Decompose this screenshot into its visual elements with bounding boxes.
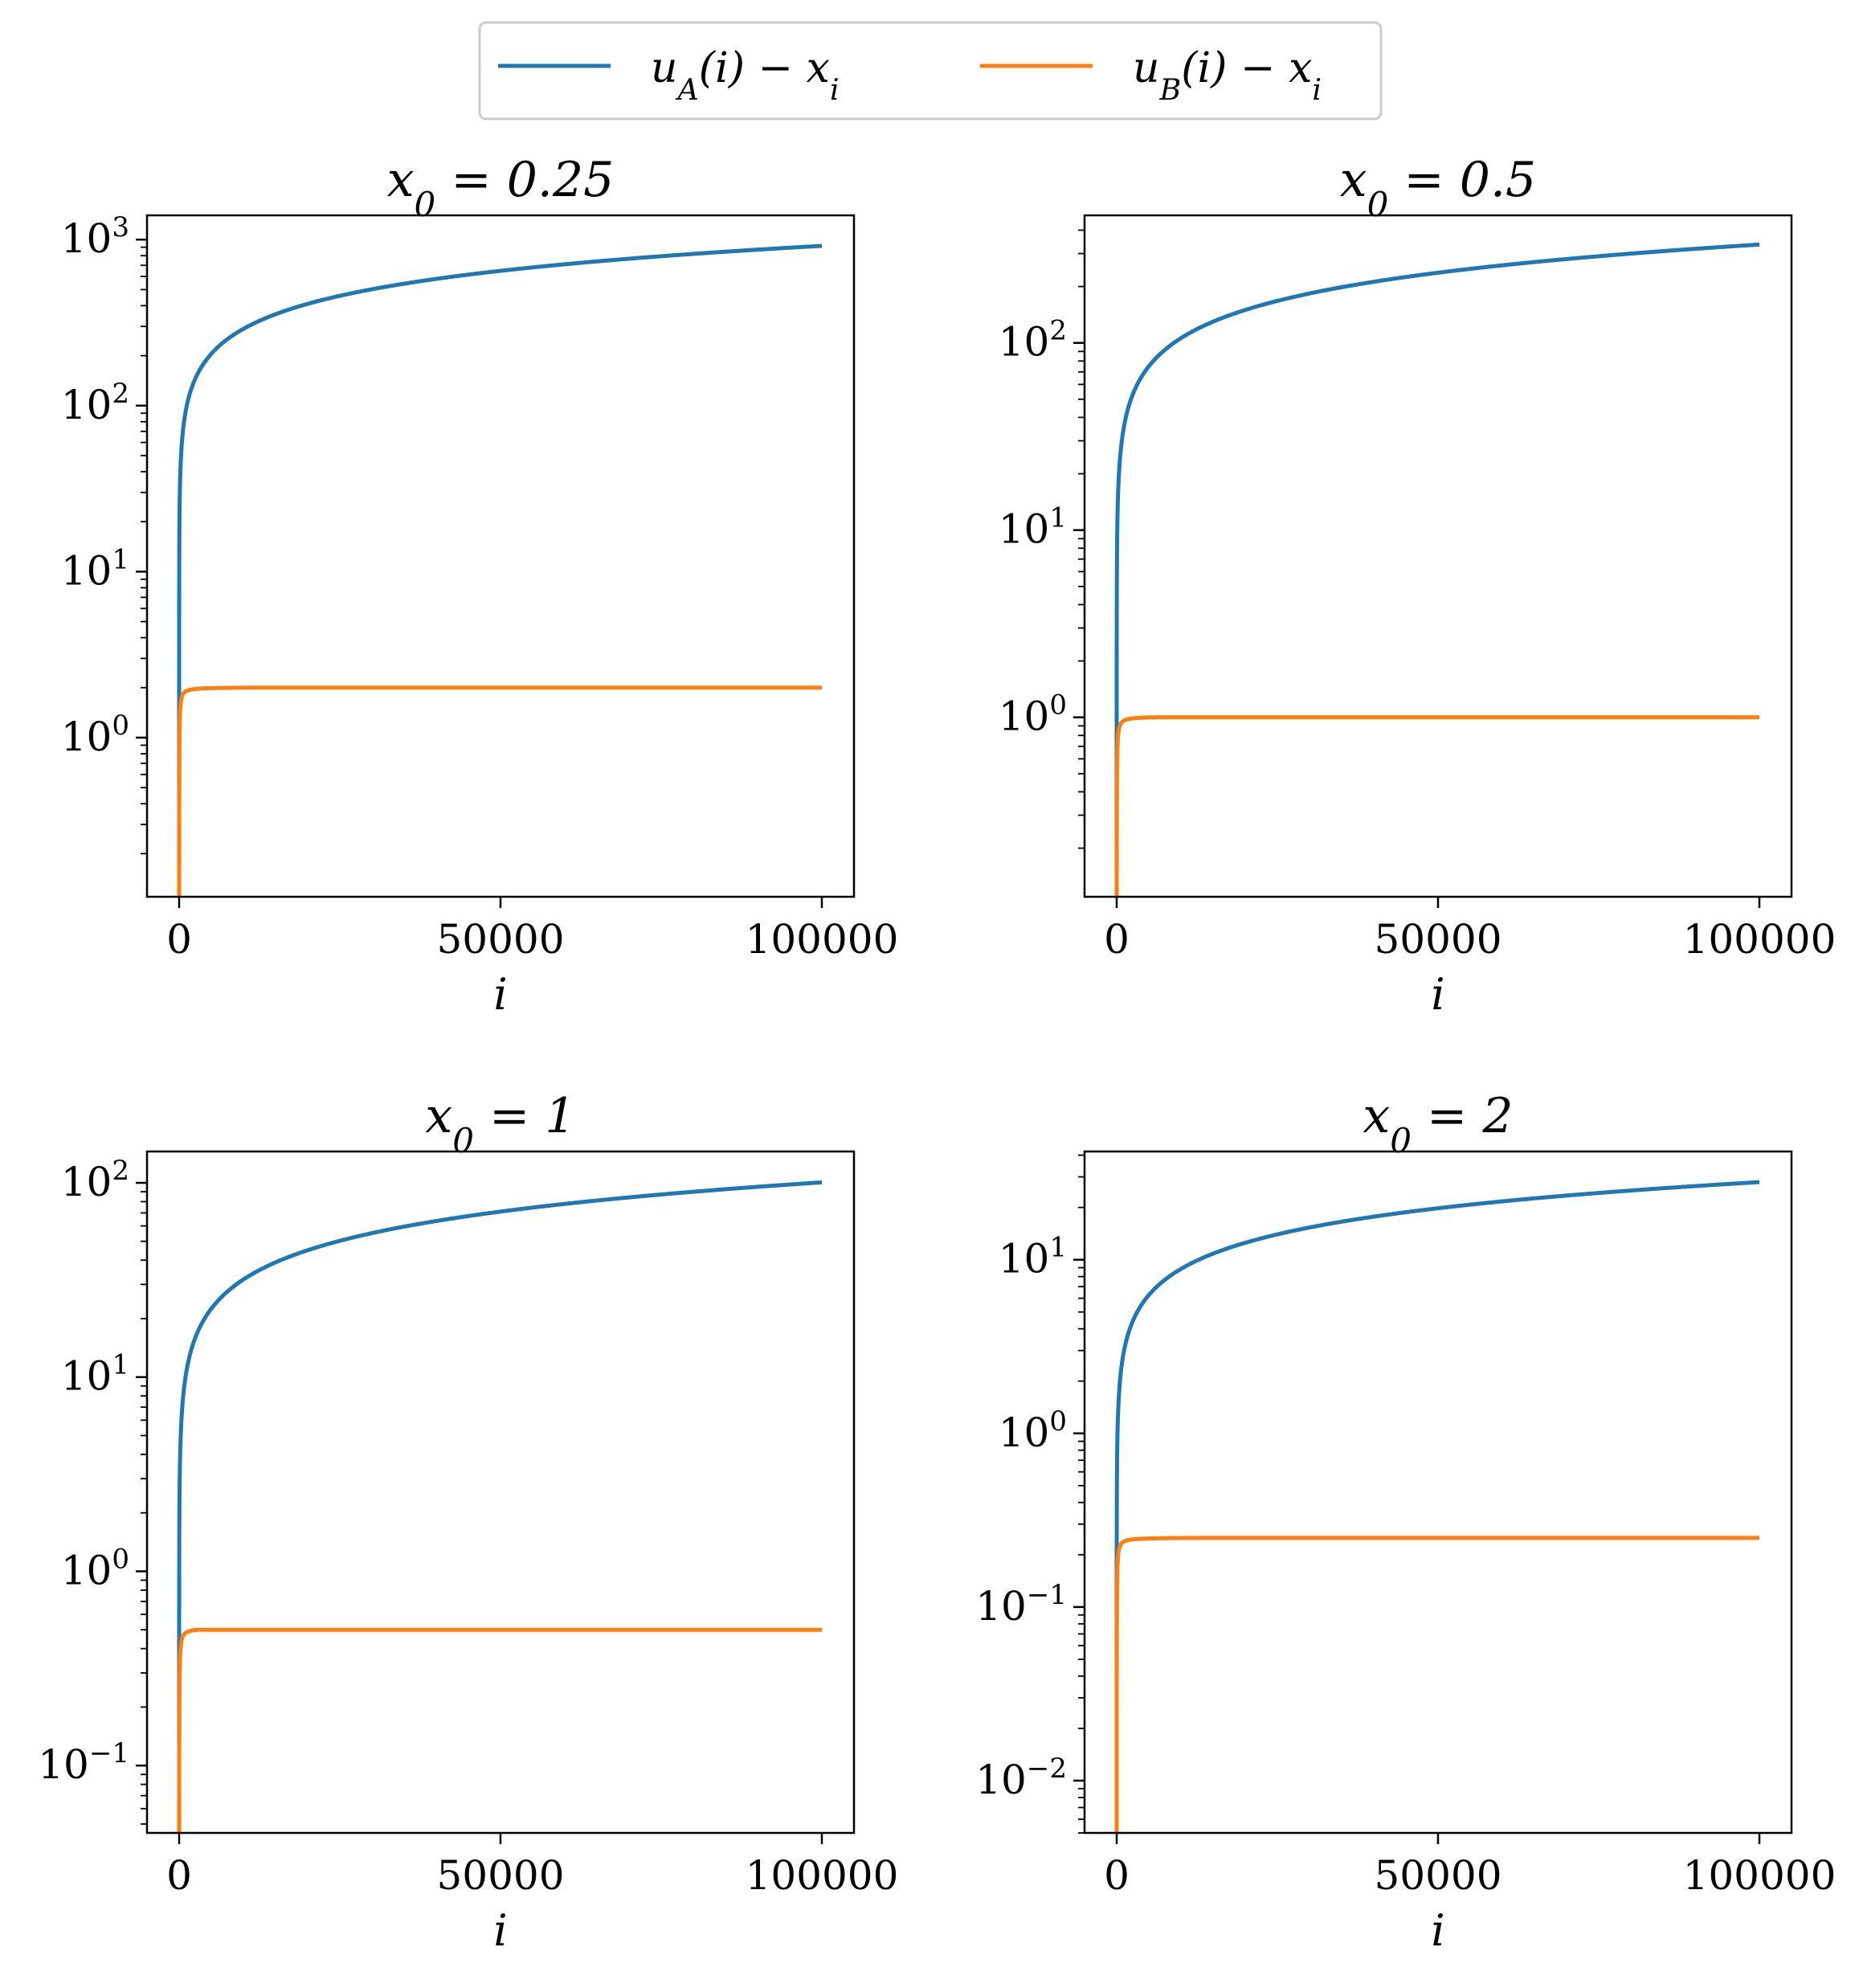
subplot-1: 0 50000 100000 100 101 102 103 x0 = 0.25 i [61, 152, 899, 1020]
series-line-ua [1114, 1180, 1760, 1833]
x-axis-label: i [1431, 969, 1444, 1020]
axes-frame [1083, 214, 1793, 898]
x-tick-label: 50000 [436, 916, 564, 963]
axes-frame [145, 214, 856, 898]
x-tick-label: 50000 [436, 1852, 564, 1899]
y-tick-label: 101 [999, 502, 1067, 553]
axes-frame [1083, 1150, 1793, 1835]
x-tick-label: 50000 [1374, 1852, 1502, 1899]
series-line-ua [177, 1180, 823, 1833]
series-line-ua [1114, 242, 1760, 897]
series-line-ub [177, 1627, 822, 1833]
y-tick-label: 100 [999, 689, 1067, 740]
y-tick-label: 10−1 [38, 1737, 129, 1788]
series-line-ua [177, 243, 823, 897]
legend-frame [478, 21, 1383, 121]
x-axis-label: i [493, 969, 507, 1020]
y-tick-label: 100 [61, 1543, 129, 1593]
x-axis-label: i [493, 1905, 507, 1956]
subplot-3: 0 50000 100000 10−1 100 101 102 x0 = 1 i [38, 1088, 898, 1956]
y-tick-label: 101 [61, 543, 129, 594]
legend: uA(i) − xi uB(i) − xi [478, 21, 1383, 121]
x-tick-label: 50000 [1374, 916, 1502, 963]
legend-label-ua: uA(i) − xi [651, 44, 840, 107]
y-tick-label: 102 [61, 378, 129, 428]
series-line-ub [1114, 715, 1759, 897]
series-group [177, 1180, 823, 1833]
y-tick-label: 101 [999, 1232, 1067, 1282]
subplot-4: 0 50000 100000 10−2 10−1 100 101 x0 = 2 i [975, 1088, 1836, 1956]
x-tick-label: 0 [1104, 1852, 1130, 1899]
subplot-2: 0 50000 100000 100 101 102 x0 = 0.5 i [999, 152, 1837, 1020]
subplot-title: x0 = 0.25 [387, 152, 615, 224]
series-group [1114, 1180, 1760, 1833]
x-tick-label: 100000 [1683, 916, 1837, 963]
x-tick-label: 100000 [746, 916, 899, 963]
y-tick-label: 103 [61, 211, 129, 262]
y-tick-label: 10−2 [975, 1753, 1067, 1803]
legend-label-ub: uB(i) − xi [1133, 44, 1322, 107]
y-tick-label: 10−1 [975, 1579, 1067, 1630]
series-line-ub [1114, 1536, 1759, 1833]
series-group [177, 243, 823, 897]
series-line-ub [177, 685, 822, 897]
subplots: 0 50000 100000 100 101 102 103 x0 = 0.25 i 0 50000… [38, 152, 1836, 1956]
series-group [1114, 242, 1760, 897]
axes-frame [145, 1150, 856, 1835]
x-tick-label: 0 [166, 916, 192, 963]
y-tick-label: 101 [61, 1349, 129, 1400]
subplot-title: x0 = 2 [1363, 1088, 1513, 1160]
x-tick-label: 100000 [746, 1852, 899, 1899]
subplot-title: x0 = 1 [425, 1088, 575, 1160]
x-tick-label: 0 [1104, 916, 1130, 963]
x-axis-label: i [1431, 1905, 1444, 1956]
y-tick-label: 100 [999, 1405, 1067, 1456]
x-tick-label: 0 [166, 1852, 192, 1899]
subplot-title: x0 = 0.5 [1340, 152, 1536, 224]
y-tick-label: 100 [61, 710, 129, 760]
y-tick-label: 102 [999, 315, 1067, 366]
y-tick-label: 102 [61, 1155, 129, 1205]
x-tick-label: 100000 [1683, 1852, 1837, 1899]
